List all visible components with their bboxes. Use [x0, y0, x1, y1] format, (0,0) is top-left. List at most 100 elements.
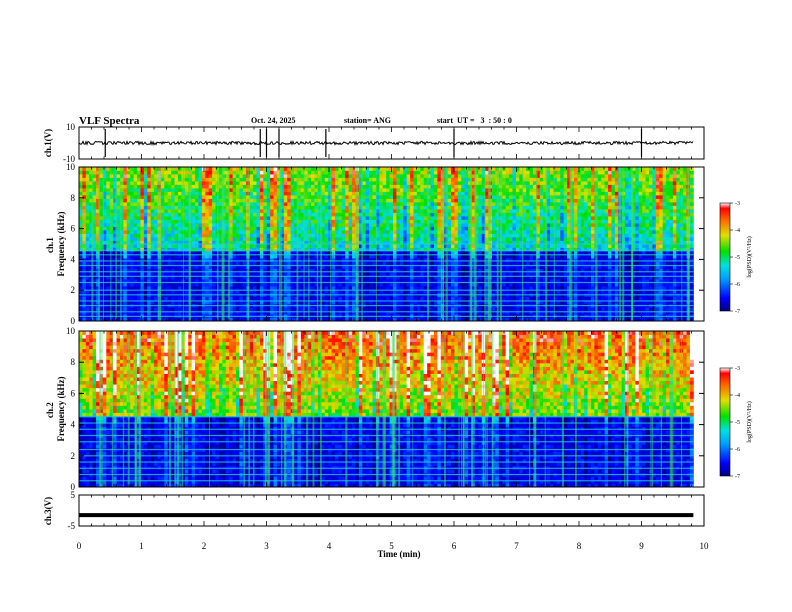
spectrogram-cell	[454, 272, 459, 276]
spectrogram-cell	[393, 247, 397, 252]
spectrogram-cell	[229, 251, 233, 255]
spectrogram-cell	[348, 307, 353, 311]
spectrogram-cell	[433, 198, 438, 203]
spectrogram-cell	[297, 279, 302, 283]
spectrogram-cell	[256, 209, 261, 213]
spectrogram-cell	[143, 212, 148, 217]
spectrogram-cell	[375, 300, 380, 304]
spectrogram-cell	[242, 307, 247, 311]
spectrogram-cell	[423, 300, 428, 304]
spectrogram-cell	[270, 202, 274, 206]
spectrogram-cell	[140, 268, 145, 273]
spectrogram-cell	[454, 300, 459, 304]
spectrogram-cell	[273, 317, 278, 322]
spectrogram-cell	[89, 282, 94, 287]
spectrogram-cell	[218, 282, 223, 287]
spectrogram-cell	[256, 170, 261, 175]
spectrogram-cell	[154, 209, 158, 213]
spectrogram-cell	[440, 286, 445, 290]
spectrogram-cell	[362, 170, 367, 175]
spectrogram-cell	[198, 181, 203, 185]
spectrogram-cell	[259, 282, 264, 287]
spectrogram-cell	[137, 289, 141, 294]
spectrogram-cell	[341, 212, 346, 217]
spectrogram-cell	[430, 219, 435, 224]
spectrogram-cell	[253, 226, 257, 231]
spectrogram-cell	[242, 254, 247, 259]
spectrogram-cell	[423, 216, 428, 220]
spectrogram-cell	[447, 307, 452, 311]
spectrogram-cell	[236, 237, 240, 241]
spectrogram-cell	[338, 317, 343, 322]
spectrogram-cell	[375, 310, 380, 315]
spectrogram-cell	[126, 181, 131, 185]
spectrogram-cell	[167, 296, 172, 301]
spectrogram-cell	[106, 282, 111, 287]
spectrogram-cell	[413, 286, 418, 290]
spectrogram-cell	[362, 254, 367, 259]
spectrogram-cell	[300, 202, 305, 206]
spectrogram-cell	[99, 195, 104, 199]
spectrogram-cell	[420, 184, 425, 189]
spectrogram-cell	[304, 205, 309, 210]
spectrogram-cell	[369, 307, 373, 311]
spectrogram-cell	[191, 191, 196, 196]
spectrogram-cell	[218, 223, 223, 227]
spectrogram-cell	[338, 244, 343, 248]
spectrogram-cell	[440, 174, 445, 178]
spectrogram-cell	[89, 247, 94, 252]
spectrogram-cell	[410, 219, 414, 224]
spectrogram-cell	[341, 317, 346, 322]
spectrogram-cell	[150, 244, 155, 248]
spectrogram-cell	[253, 170, 257, 175]
spectrogram-cell	[79, 247, 83, 252]
spectrogram-cell	[184, 272, 189, 276]
spectrogram-cell	[379, 216, 384, 220]
spectrogram-cell	[348, 230, 353, 234]
spectrogram-cell	[133, 307, 138, 311]
spectrogram-cell	[328, 247, 332, 252]
spectrogram-cell	[266, 286, 271, 290]
spectrogram-cell	[256, 195, 261, 199]
spectrogram-cell	[195, 188, 199, 192]
spectrogram-cell	[287, 223, 292, 227]
spectrogram-cell	[164, 191, 169, 196]
spectrogram-cell	[208, 212, 213, 217]
spectrogram-cell	[160, 286, 165, 290]
spectrogram-cell	[82, 254, 87, 259]
spectrogram-cell	[294, 247, 298, 252]
spectrogram-cell	[423, 226, 428, 231]
spectrogram-cell	[423, 317, 428, 322]
spectrogram-cell	[205, 198, 210, 203]
spectrogram-cell	[416, 237, 421, 241]
spectrogram-cell	[287, 265, 292, 269]
spectrogram-cell	[218, 177, 223, 182]
spectrogram-cell	[304, 198, 309, 203]
spectrogram-cell	[389, 191, 394, 196]
spectrogram-cell	[126, 240, 131, 245]
spectrogram-cell	[314, 216, 319, 220]
spectrogram-cell	[89, 226, 94, 231]
spectrogram-cell	[317, 247, 322, 252]
spectrogram-cell	[338, 258, 343, 262]
spectrogram-cell	[416, 317, 421, 322]
spectrogram-cell	[386, 170, 390, 175]
spectrogram-cell	[451, 167, 455, 171]
spectrogram-cell	[372, 265, 377, 269]
spectrogram-cell	[137, 237, 141, 241]
spectrogram-cell	[433, 265, 438, 269]
spectrogram-cell	[406, 261, 411, 266]
spectrogram-cell	[96, 198, 100, 203]
spectrogram-cell	[283, 184, 288, 189]
spectrogram-cell	[406, 307, 411, 311]
spectrogram-cell	[137, 167, 141, 171]
spectrogram-cell	[140, 188, 145, 192]
spectrogram-cell	[79, 188, 83, 192]
spectrogram-cell	[140, 181, 145, 185]
spectrogram-cell	[283, 230, 288, 234]
spectrogram-cell	[201, 177, 206, 182]
spectrogram-cell	[348, 223, 353, 227]
spectrogram-cell	[304, 307, 309, 311]
spectrogram-cell	[273, 300, 278, 304]
spectrogram-cell	[365, 251, 370, 255]
